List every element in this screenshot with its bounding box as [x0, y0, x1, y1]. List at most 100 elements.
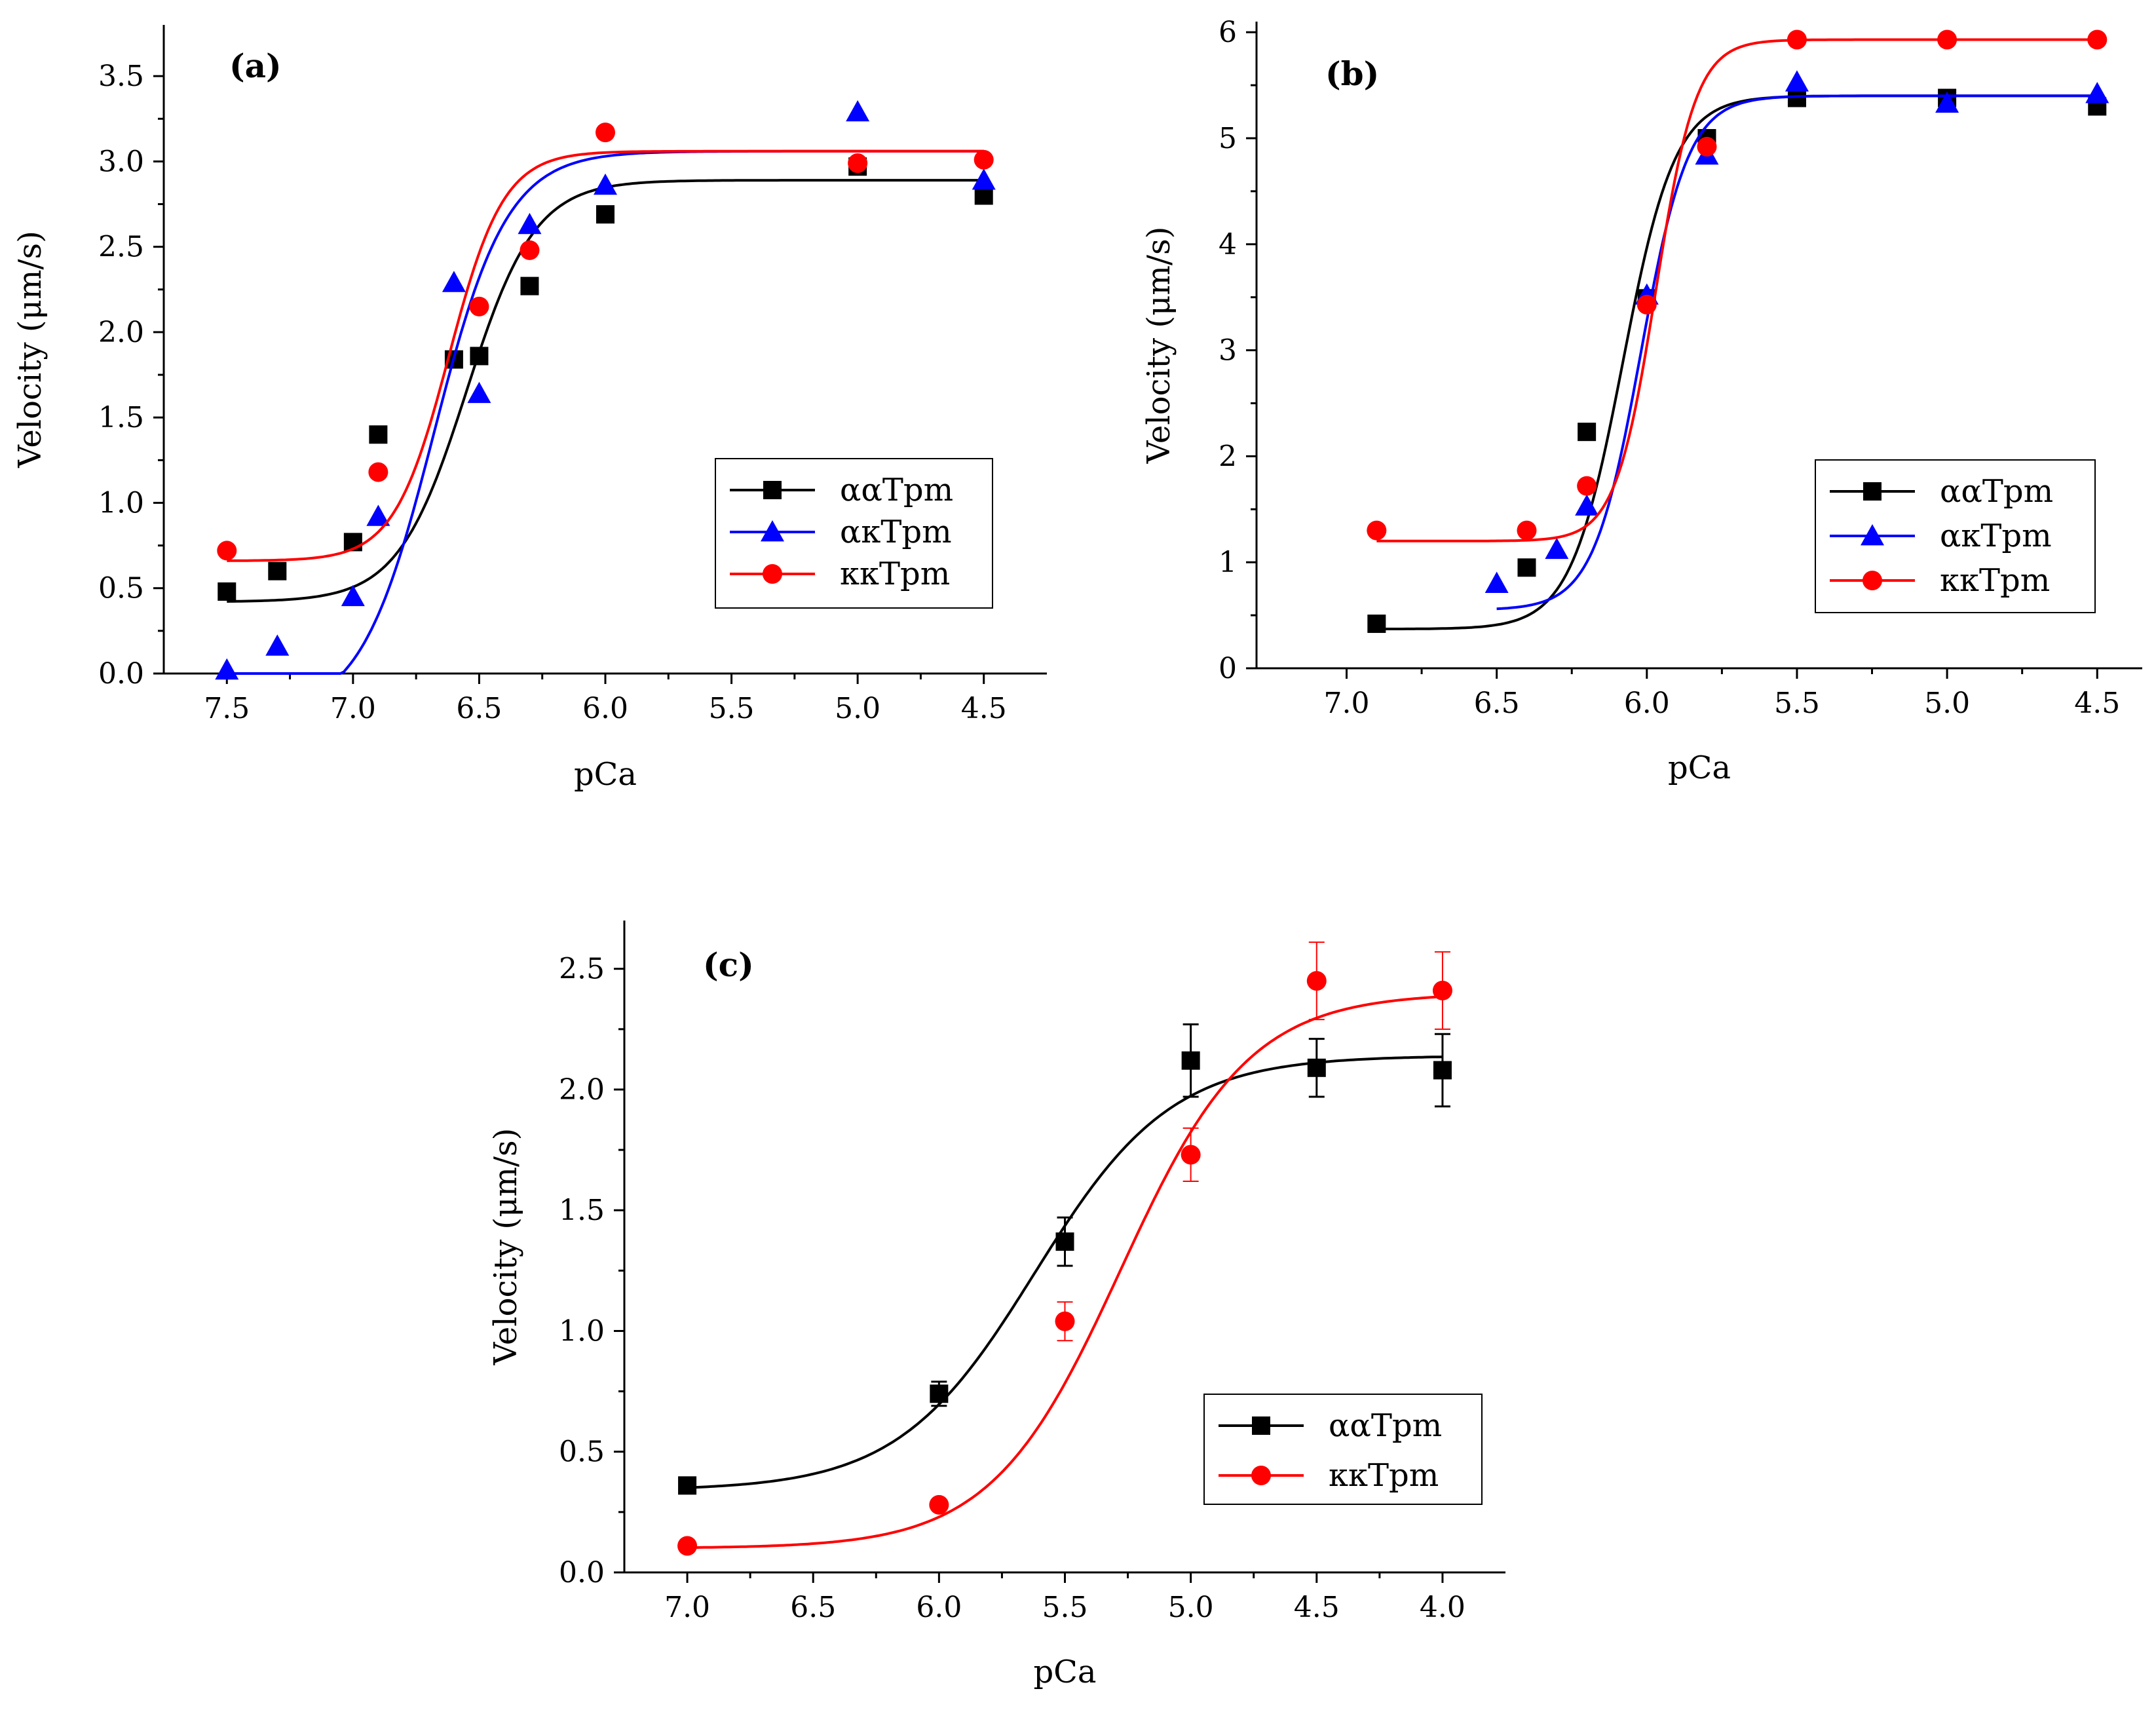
y-axis-title: Velocity (μm/s) [487, 1128, 524, 1366]
data-point [677, 1536, 698, 1556]
legend-marker [1252, 1416, 1270, 1435]
legend: ααTpm κκTpm [1203, 1394, 1483, 1505]
data-point [366, 504, 390, 526]
data-point [518, 212, 542, 235]
legend: ααTpm ακTpm κκTpm [1815, 459, 2096, 613]
x-axis-title: pCa [1033, 1654, 1096, 1690]
y-tick-label: 2 [1219, 440, 1237, 473]
panel-label: (a) [229, 47, 282, 85]
data-point [2087, 29, 2108, 50]
data-point [369, 425, 388, 444]
data-point [520, 240, 540, 260]
data-point [217, 582, 236, 601]
data-point [1697, 136, 1717, 157]
y-tick-label: 1 [1219, 546, 1237, 579]
data-point [596, 205, 615, 224]
x-tick-label: 6.0 [582, 692, 628, 725]
legend-marker [763, 564, 782, 584]
x-tick-label: 6.5 [790, 1591, 836, 1624]
chart-panel-2: 7.0 6.5 6.0 5.5 5.0 4.5 0 1 2 3 4 5 6 pCa Velocity (μm… [1141, 16, 2142, 786]
data-point [1432, 980, 1452, 1000]
series-0 [678, 1023, 1452, 1495]
data-point [1307, 1058, 1326, 1077]
data-point [217, 541, 237, 561]
data-point [469, 296, 489, 316]
data-point [1367, 520, 1387, 541]
data-point [1577, 476, 1597, 496]
series-2 [217, 123, 994, 562]
y-tick-label: 6 [1219, 16, 1237, 49]
y-axis-title: Velocity (μm/s) [1141, 227, 1177, 465]
x-tick-label: 4.0 [1420, 1591, 1466, 1624]
x-tick-label: 6.5 [1474, 687, 1520, 720]
chart-panel-3: 7.0 6.5 6.0 5.5 5.0 4.5 4.0 0.0 0.5 1.0 1.5 2.0 2.5 p… [487, 921, 1505, 1690]
series-2 [1367, 29, 2108, 542]
legend-marker [1863, 482, 1882, 501]
data-point [1937, 29, 1957, 50]
y-tick-label: 0.5 [98, 572, 144, 605]
panel-label: (b) [1325, 54, 1379, 93]
legend-entry: κκTpm [1940, 562, 2050, 599]
data-point [1181, 1051, 1200, 1070]
y-tick-label: 3.5 [98, 60, 144, 93]
x-tick-label: 6.5 [456, 692, 502, 725]
data-point [1785, 70, 1809, 92]
data-point [2085, 82, 2109, 104]
data-point [596, 123, 615, 143]
data-point [1181, 1145, 1201, 1165]
data-point [1055, 1311, 1075, 1331]
x-tick-label: 4.5 [961, 692, 1007, 725]
legend-marker [1251, 1466, 1271, 1485]
panel-label: (c) [703, 945, 754, 984]
y-tick-label: 3 [1219, 334, 1237, 368]
y-tick-label: 0.0 [98, 657, 144, 691]
legend-entry: ααTpm [1940, 473, 2053, 510]
y-tick-label: 0 [1219, 652, 1237, 685]
data-point [1545, 537, 1569, 560]
x-tick-label: 7.5 [204, 692, 250, 725]
y-tick-label: 2.5 [98, 231, 144, 264]
data-point [265, 634, 290, 656]
data-point [1517, 558, 1536, 577]
data-point [341, 584, 365, 607]
data-point [268, 561, 287, 580]
data-point [929, 1494, 949, 1515]
y-axis-title: Velocity (μm/s) [12, 231, 48, 468]
data-point [974, 149, 994, 170]
legend-entry: ααTpm [1329, 1407, 1442, 1444]
legend: ααTpm ακTpm κκTpm [715, 458, 993, 609]
data-point [1485, 571, 1509, 593]
data-point [930, 1384, 949, 1403]
x-tick-label: 5.0 [1924, 687, 1970, 720]
x-tick-label: 6.0 [916, 1591, 962, 1624]
legend-marker [1861, 524, 1884, 546]
fit-curve [1376, 38, 2098, 542]
x-tick-label: 5.5 [1042, 1591, 1088, 1624]
x-tick-label: 5.0 [835, 692, 880, 725]
data-point [1578, 423, 1597, 442]
x-tick-label: 4.5 [1294, 1591, 1340, 1624]
y-tick-label: 4 [1219, 228, 1237, 261]
data-point [520, 276, 539, 295]
data-point [215, 658, 239, 680]
legend-entry: ααTpm [840, 472, 953, 508]
x-tick-label: 6.0 [1624, 687, 1670, 720]
y-tick-label: 0.0 [559, 1556, 605, 1589]
x-axis-title: pCa [574, 756, 637, 793]
data-point [1787, 29, 1807, 50]
data-point [1306, 971, 1327, 991]
legend-marker [761, 520, 784, 542]
y-tick-label: 1.0 [559, 1314, 605, 1348]
legend-box [1203, 1394, 1483, 1505]
data-point [1367, 615, 1386, 634]
legend-marker [763, 481, 782, 499]
fit-curve [227, 149, 984, 562]
y-tick-label: 1.5 [559, 1194, 605, 1227]
y-tick-label: 1.0 [98, 486, 144, 520]
data-point [1433, 1061, 1452, 1080]
x-tick-label: 5.5 [709, 692, 755, 725]
y-tick-label: 1.5 [98, 401, 144, 434]
data-point [442, 271, 466, 292]
x-tick-label: 7.0 [1323, 687, 1369, 720]
